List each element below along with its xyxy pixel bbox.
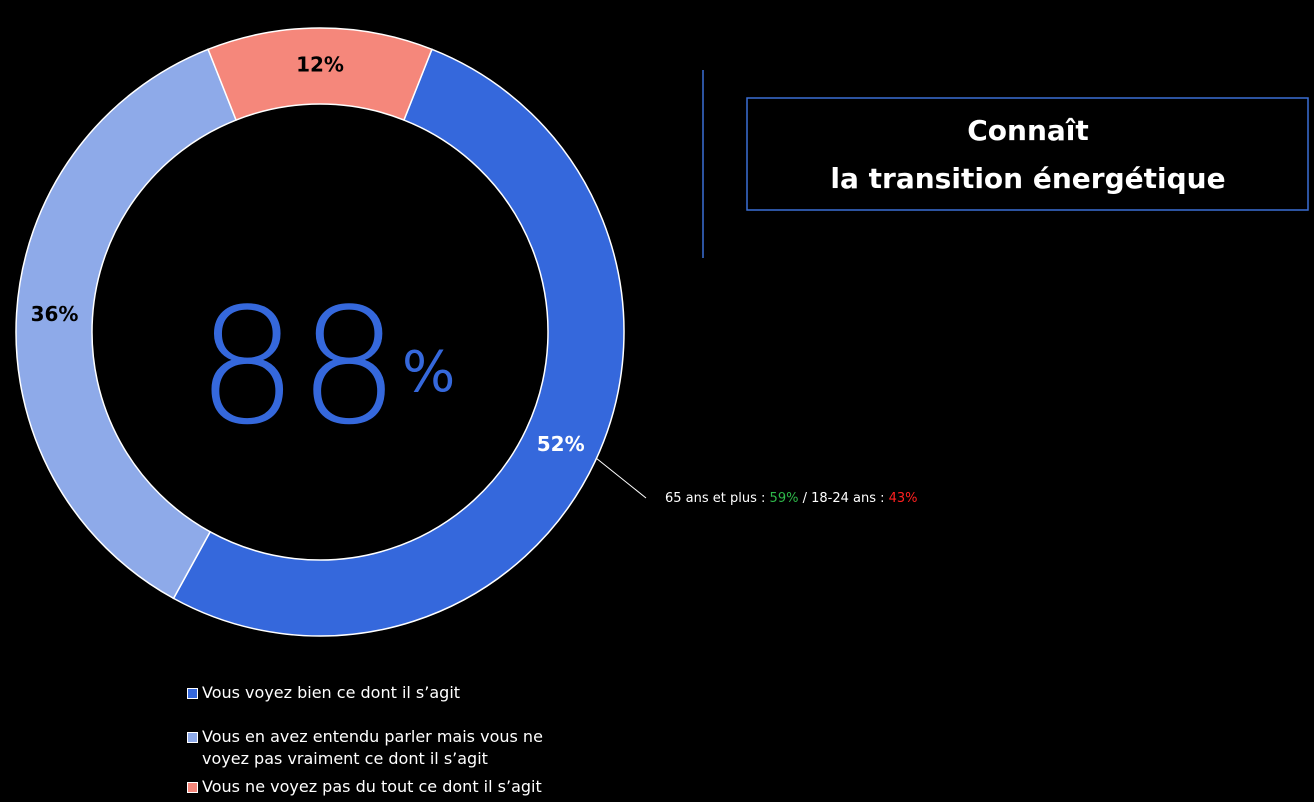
center-unit: %: [402, 340, 455, 405]
annotation: 65 ans et plus : 59% / 18-24 ans : 43%: [665, 491, 918, 506]
data-label: 52%: [537, 432, 585, 456]
box-title: la transition énergétique: [830, 162, 1225, 195]
box-title: Connaît: [967, 114, 1089, 147]
legend-swatch: [187, 782, 198, 793]
legend-item: Vous ne voyez pas du tout ce dont il s’a…: [187, 776, 552, 798]
legend-swatch: [187, 688, 198, 699]
annotation-part: / 18-24 ans :: [798, 491, 888, 506]
legend-label: Vous voyez bien ce dont il s’agit: [202, 683, 461, 702]
title-box: [746, 97, 1309, 211]
donut-slice: [172, 48, 625, 637]
annotation-part: 43%: [889, 491, 918, 506]
leader-line: [595, 457, 647, 499]
annotation-part: 59%: [770, 491, 799, 506]
annotation-part: 65 ans et plus :: [665, 491, 770, 506]
legend-label: Vous en avez entendu parler mais vous ne…: [202, 727, 543, 768]
center-value: 88: [196, 273, 400, 460]
data-label: 36%: [31, 302, 79, 326]
legend-item: Vous en avez entendu parler mais vous ne…: [187, 726, 552, 770]
data-label: 12%: [296, 53, 344, 77]
legend-item: Vous voyez bien ce dont il s’agit: [187, 682, 552, 704]
legend-label: Vous ne voyez pas du tout ce dont il s’a…: [202, 777, 542, 796]
legend-swatch: [187, 732, 198, 743]
donut-slice: [207, 27, 433, 121]
donut-slice: [15, 48, 238, 600]
